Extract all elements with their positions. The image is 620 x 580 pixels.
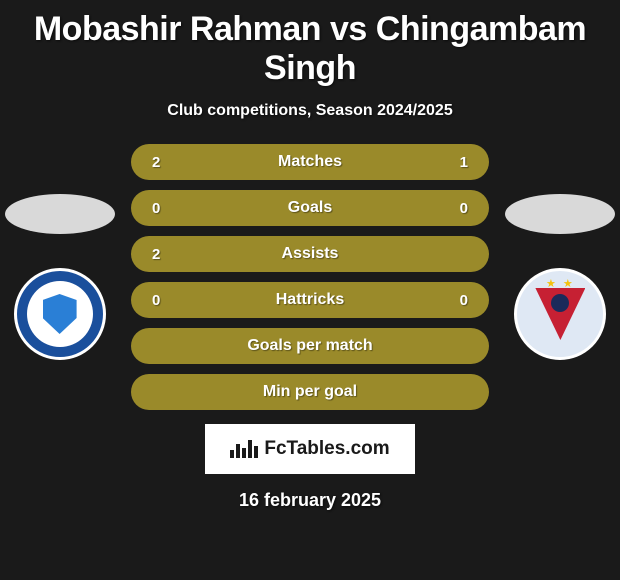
stat-right-value: 1 (455, 154, 473, 171)
stat-left-value: 0 (147, 200, 165, 217)
stat-bar: 0Goals0 (131, 190, 489, 226)
right-club-badge: ★ ★ (514, 268, 606, 360)
stat-bar: 2Assists (131, 236, 489, 272)
left-player-col (0, 194, 119, 360)
footer-logo-bars-icon (230, 440, 258, 458)
stat-bar: 0Hattricks0 (131, 282, 489, 318)
left-club-badge (14, 268, 106, 360)
footer-logo: FcTables.com (205, 424, 415, 474)
stat-label: Assists (165, 245, 455, 263)
stat-left-value: 2 (147, 246, 165, 263)
footer-logo-text: FcTables.com (264, 438, 389, 460)
stat-label: Hattricks (165, 291, 455, 309)
stat-right-value: 0 (455, 200, 473, 217)
right-badge-ball-icon (551, 294, 569, 312)
stat-bar: Min per goal (131, 374, 489, 410)
page-title: Mobashir Rahman vs Chingambam Singh (0, 10, 620, 88)
right-player-col: ★ ★ (501, 194, 620, 360)
stats-column: 2Matches10Goals02Assists0Hattricks0Goals… (131, 144, 489, 410)
left-badge-inner (27, 281, 93, 347)
stat-left-value: 0 (147, 292, 165, 309)
right-flag-ellipse (505, 194, 615, 234)
footer-date: 16 february 2025 (239, 490, 381, 511)
left-badge-shield-icon (43, 294, 77, 334)
right-badge-triangle-icon (535, 288, 585, 340)
main-row: 2Matches10Goals02Assists0Hattricks0Goals… (0, 144, 620, 410)
stat-label: Goals per match (165, 337, 455, 355)
stat-bar: Goals per match (131, 328, 489, 364)
stat-label: Goals (165, 199, 455, 217)
left-flag-ellipse (5, 194, 115, 234)
stat-right-value: 0 (455, 292, 473, 309)
page-subtitle: Club competitions, Season 2024/2025 (167, 102, 452, 120)
comparison-infographic: Mobashir Rahman vs Chingambam Singh Club… (0, 0, 620, 580)
stat-bar: 2Matches1 (131, 144, 489, 180)
stat-label: Min per goal (165, 383, 455, 401)
stat-label: Matches (165, 153, 455, 171)
stat-left-value: 2 (147, 154, 165, 171)
